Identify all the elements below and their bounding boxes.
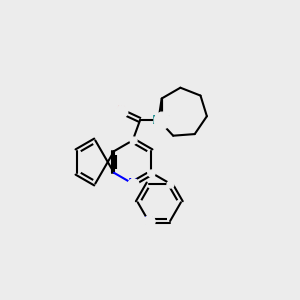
Text: O: O	[115, 104, 126, 118]
Text: NH: NH	[152, 114, 172, 127]
Text: N: N	[144, 214, 153, 227]
Text: N: N	[128, 177, 138, 190]
